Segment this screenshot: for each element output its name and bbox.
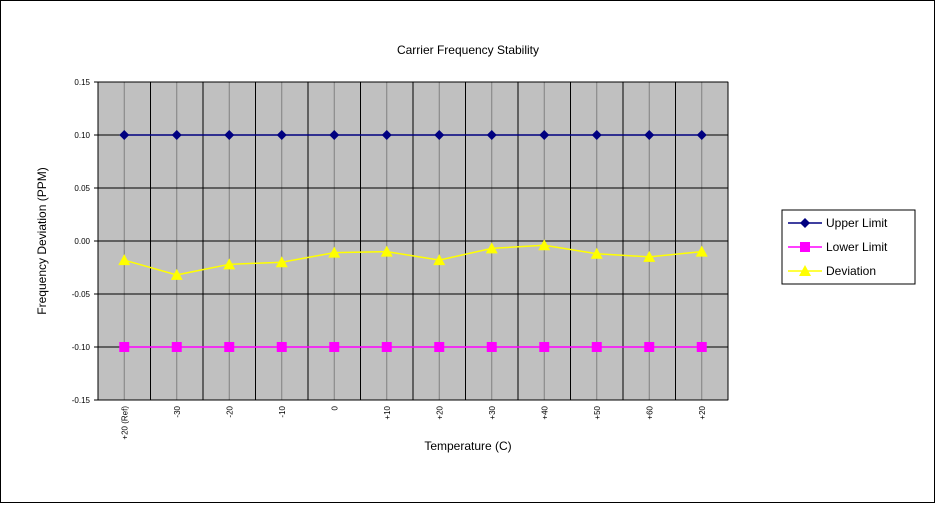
data-point	[696, 342, 707, 352]
data-point	[644, 130, 655, 140]
data-point	[381, 130, 392, 140]
data-point	[433, 254, 446, 266]
y-tick-label: 0.00	[74, 237, 90, 246]
x-tick-label: +20 (Ref)	[120, 406, 129, 440]
data-point	[434, 130, 445, 140]
data-point	[434, 342, 445, 352]
data-point	[329, 130, 340, 140]
data-point	[224, 342, 235, 352]
x-tick-label: +60	[645, 405, 654, 419]
legend-label: Lower Limit	[826, 240, 888, 254]
x-tick-label: 0	[330, 405, 339, 410]
x-tick-label: +30	[488, 405, 497, 419]
x-tick-label: +50	[593, 405, 602, 419]
y-axis-title: Frequency Deviation (PPM)	[35, 167, 49, 314]
y-tick-label: 0.10	[74, 131, 90, 140]
data-point	[539, 342, 550, 352]
data-point	[590, 247, 603, 259]
data-point	[539, 130, 550, 140]
y-tick-label: 0.15	[74, 78, 90, 87]
chart-title: Carrier Frequency Stability	[397, 43, 539, 57]
legend-marker	[799, 265, 811, 276]
data-point	[118, 254, 131, 266]
x-tick-label: +20	[435, 405, 444, 419]
legend-label: Deviation	[826, 264, 876, 278]
x-axis-title: Temperature (C)	[424, 439, 511, 453]
x-tick-label: -30	[173, 405, 182, 417]
x-tick-label: +40	[540, 405, 549, 419]
data-point	[695, 245, 708, 257]
data-point	[485, 242, 498, 254]
x-tick-label: -10	[278, 405, 287, 417]
data-point	[223, 258, 236, 270]
data-point	[171, 342, 182, 352]
x-tick-label: -20	[225, 405, 234, 417]
data-point	[591, 130, 602, 140]
data-point	[224, 130, 235, 140]
legend-marker	[800, 218, 810, 228]
y-tick-label: -0.10	[72, 343, 91, 352]
data-point	[381, 342, 392, 352]
data-point	[275, 256, 288, 268]
y-tick-label: -0.15	[72, 396, 91, 405]
data-point	[591, 342, 602, 352]
data-point	[328, 246, 341, 258]
data-point	[276, 342, 287, 352]
data-point	[643, 250, 656, 262]
y-tick-label: -0.05	[72, 290, 91, 299]
data-point	[119, 342, 130, 352]
data-point	[171, 130, 182, 140]
data-point	[486, 130, 497, 140]
data-point	[380, 245, 393, 257]
series-line	[124, 244, 702, 276]
y-tick-label: 0.05	[74, 184, 90, 193]
data-point	[486, 342, 497, 352]
legend-marker	[800, 242, 810, 252]
x-tick-label: +20	[698, 405, 707, 419]
data-point	[170, 268, 183, 280]
legend-label: Upper Limit	[826, 216, 888, 230]
data-point	[644, 342, 655, 352]
data-point	[276, 130, 287, 140]
data-point	[538, 239, 551, 251]
data-point	[119, 130, 130, 140]
data-point	[696, 130, 707, 140]
x-tick-label: +10	[383, 405, 392, 419]
data-point	[329, 342, 340, 352]
